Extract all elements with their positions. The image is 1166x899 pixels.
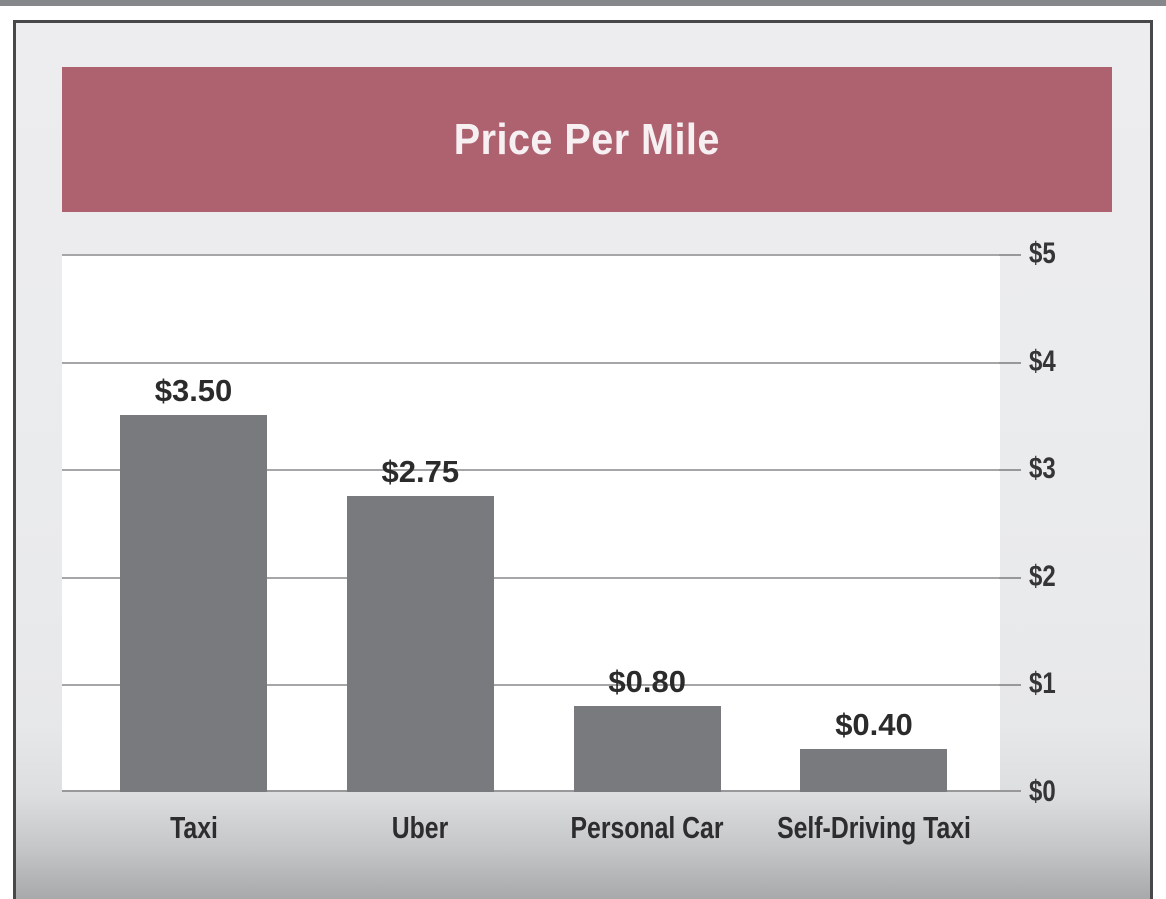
bar-value-label: $2.75 [381, 454, 460, 490]
gridline [62, 684, 1000, 687]
gridline [62, 469, 1000, 472]
gridline [62, 790, 1000, 792]
bar-value-label: $0.40 [835, 706, 913, 742]
category-label: Self-Driving Taxi [777, 810, 971, 845]
bar [346, 496, 494, 792]
y-tick-label: $0 [1029, 775, 1056, 808]
plot-area: $3.50 $2.75 $0.80 $0.40 [62, 254, 1000, 792]
y-tick-label: $1 [1029, 667, 1056, 701]
y-tick-mark [999, 254, 1021, 256]
y-tick-mark [999, 684, 1021, 687]
y-axis: $5 $4 $3 $2 $1 $0 [999, 237, 1166, 808]
gridline [62, 576, 1000, 579]
y-tick-mark [999, 576, 1021, 579]
bar [800, 748, 948, 792]
y-tick-mark [999, 790, 1021, 792]
x-axis-category-labels: Taxi Uber Personal Car Self-Driving Taxi [62, 808, 1000, 856]
window-top-strip [0, 0, 1166, 6]
chart-title: Price Per Mile [453, 114, 721, 164]
category-label: Uber [392, 810, 449, 845]
bar-value-label: $0.80 [608, 663, 686, 699]
y-tick-label: $3 [1029, 452, 1056, 486]
y-tick-label: $2 [1029, 559, 1056, 593]
category-label: Taxi [169, 810, 218, 845]
y-tick-label: $5 [1029, 237, 1056, 270]
y-tick-mark [999, 361, 1021, 364]
gridline [62, 361, 1000, 364]
y-tick-label: $4 [1029, 344, 1056, 378]
bar [120, 415, 267, 792]
bar-value-label: $3.50 [154, 373, 233, 409]
chart-title-banner: Price Per Mile [62, 67, 1112, 212]
bar [573, 705, 721, 792]
gridline [62, 254, 1000, 256]
category-label: Personal Car [570, 810, 724, 845]
y-tick-mark [999, 469, 1021, 472]
